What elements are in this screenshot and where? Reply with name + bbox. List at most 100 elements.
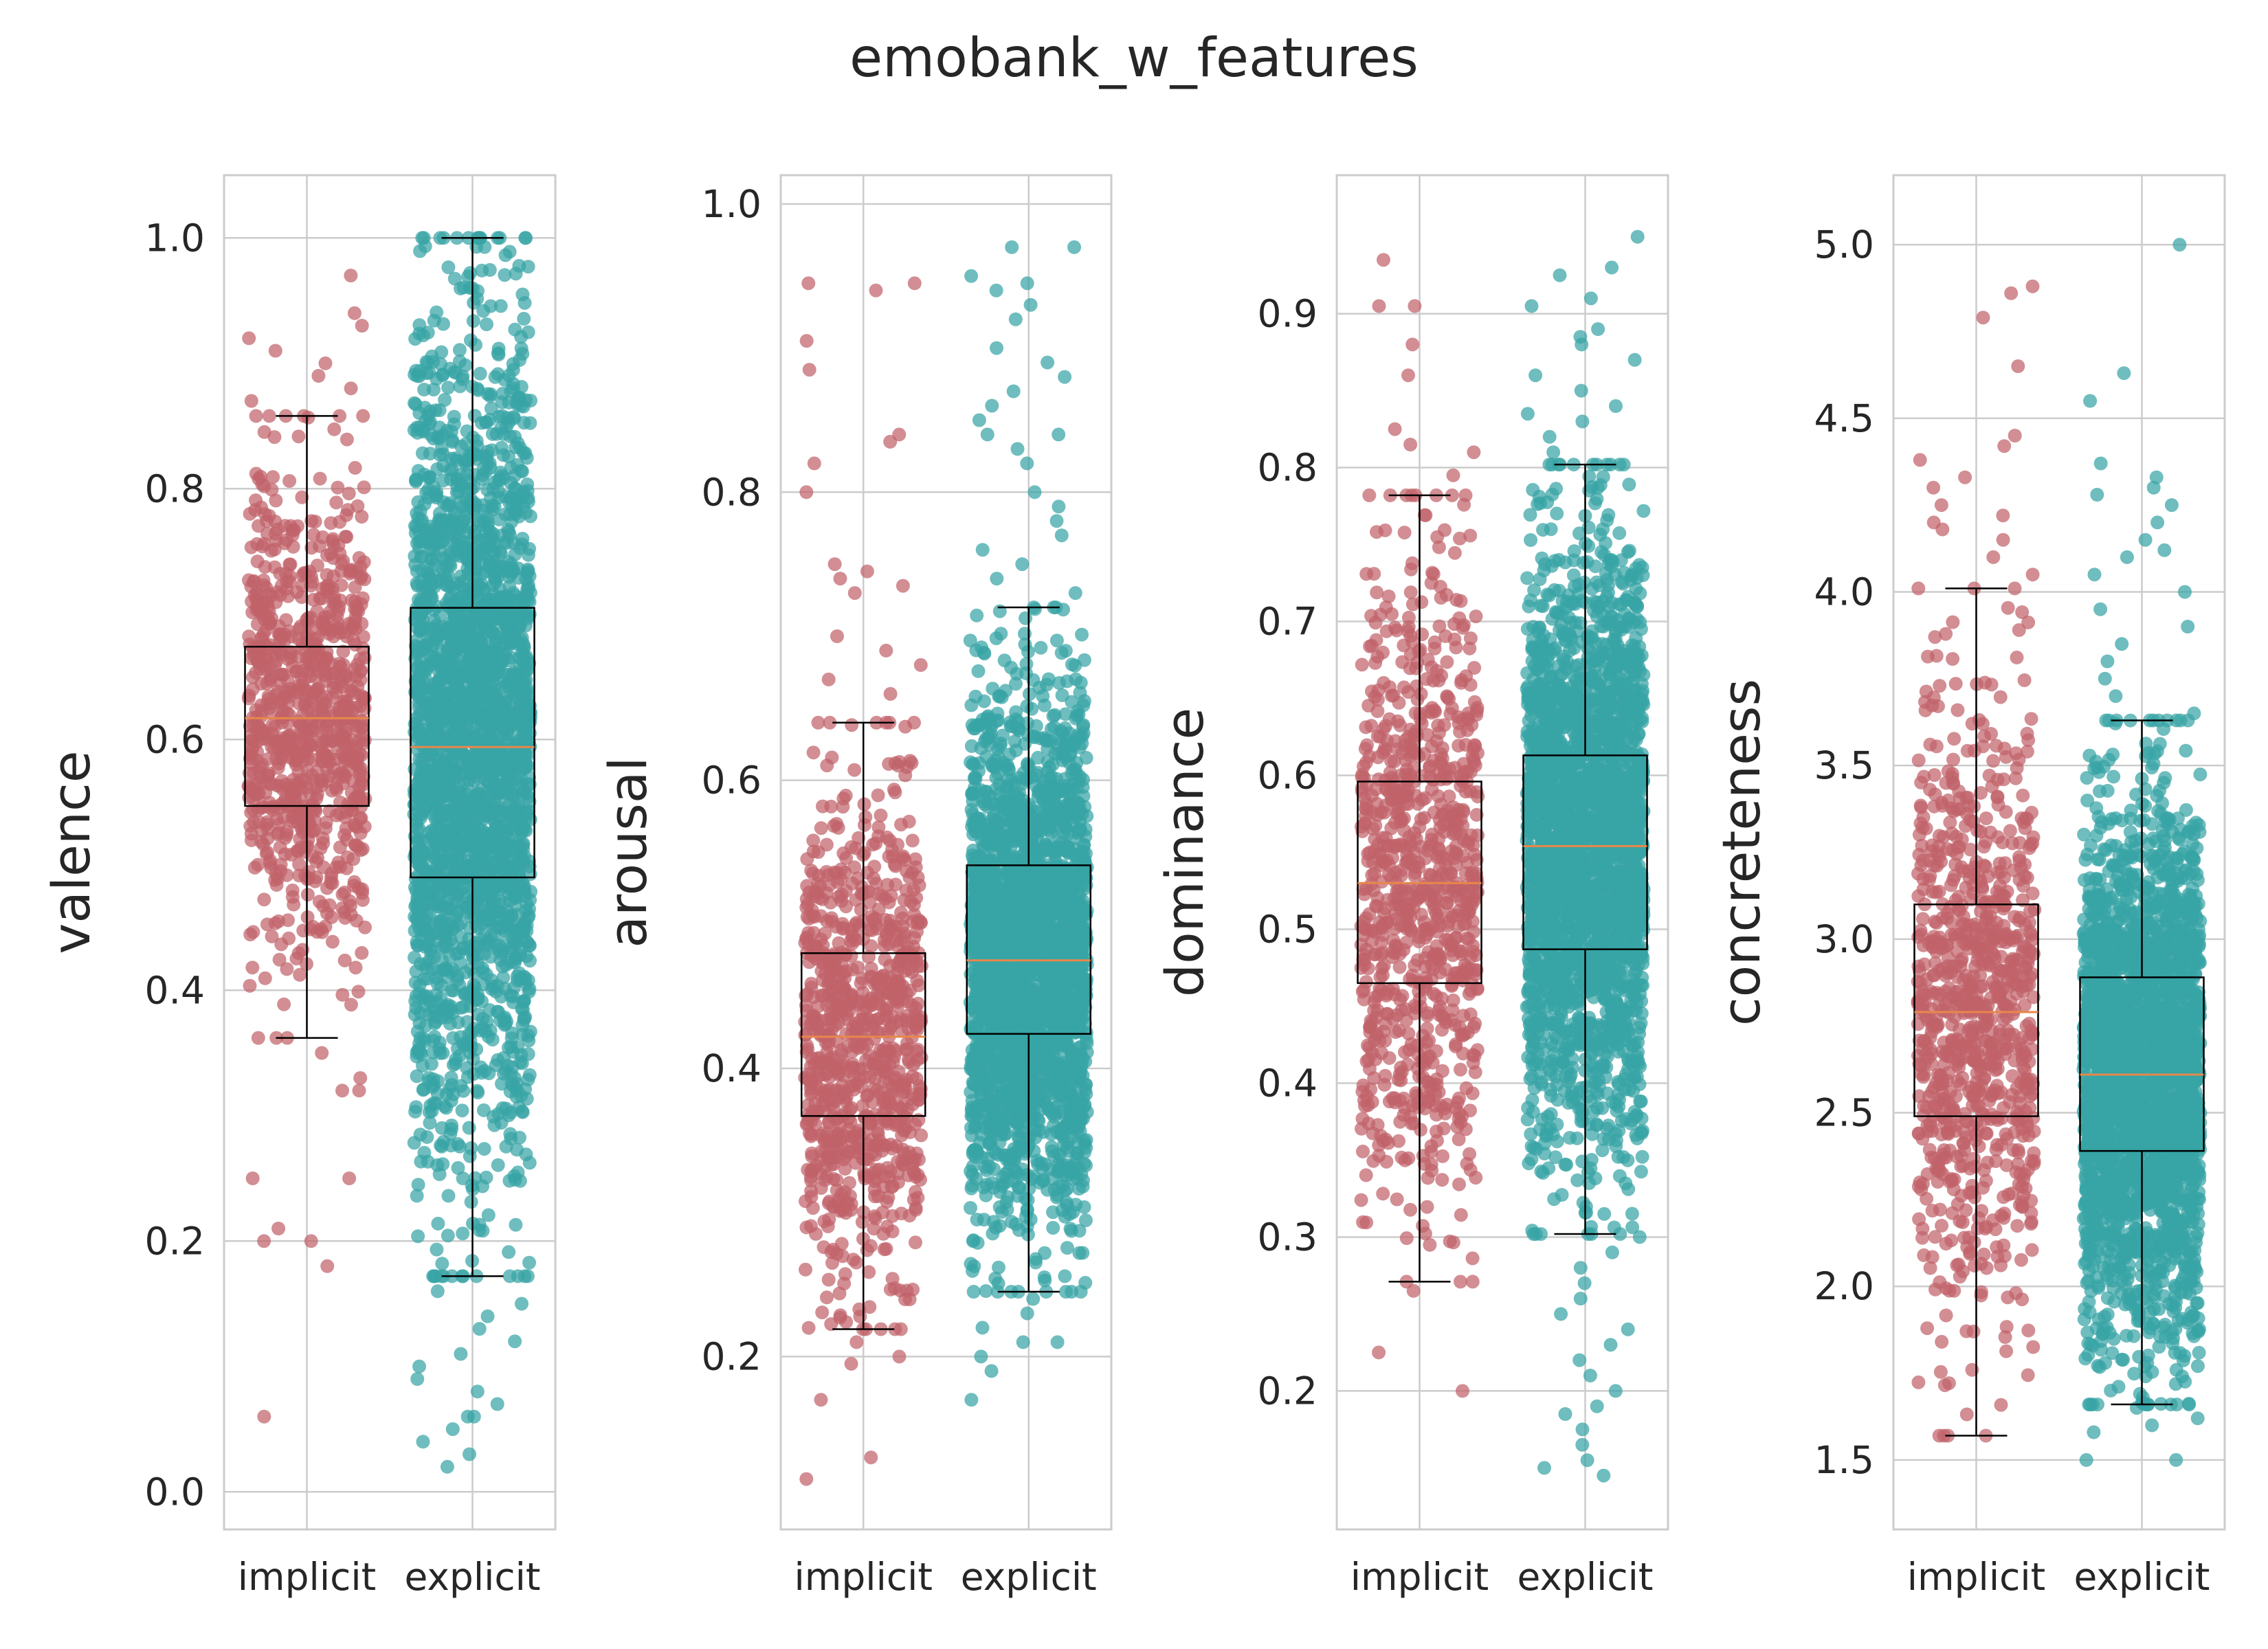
data-point [266,470,280,484]
data-point [274,588,287,603]
data-point [452,355,467,368]
data-point [507,1169,522,1183]
outlier-point [440,1459,454,1474]
data-point [458,863,473,877]
data-point [480,317,493,331]
data-point [263,853,277,868]
data-point [474,1060,488,1075]
data-point [826,1157,841,1171]
data-point [320,620,334,634]
data-point [517,311,531,326]
data-point [867,1222,881,1236]
data-point [242,629,256,644]
data-point [815,1305,830,1320]
data-point [882,833,897,848]
outlier-point [508,1334,522,1349]
data-point [484,401,498,416]
data-point [871,1111,886,1125]
outlier-point [480,1309,495,1323]
data-point [249,467,263,481]
data-point [245,961,260,975]
data-point [431,1216,445,1231]
outlier-point [271,1222,286,1235]
data-point [269,493,283,508]
data-point [425,792,440,807]
data-point [514,380,529,394]
data-point [246,925,260,939]
outlier-point [907,276,922,291]
data-point [509,440,523,455]
data-point [449,639,463,653]
data-point [879,1040,893,1055]
data-point [260,609,274,624]
data-point [516,637,531,651]
data-point [462,1121,476,1135]
data-point [814,821,828,835]
data-point [521,260,535,274]
data-point [251,857,265,872]
outlier-point [412,1359,426,1373]
data-point [502,1269,517,1283]
data-point [902,1053,915,1067]
outlier-point [802,363,816,377]
data-point [324,516,338,530]
data-point [804,864,819,877]
data-point [302,817,316,831]
data-point [510,908,524,922]
data-point [476,1224,490,1238]
data-point [507,469,522,483]
outlier-point [814,1393,828,1407]
data-point [355,886,370,900]
data-point [847,763,862,777]
data-point [337,713,352,727]
data-point [498,638,512,652]
data-point [443,919,457,933]
data-point [498,248,513,262]
data-point [492,743,507,758]
data-point [409,472,423,486]
data-point [291,429,306,444]
outlier-point [847,586,862,601]
data-point [883,958,898,973]
data-point [845,718,859,732]
data-point [485,973,498,987]
data-point [431,430,445,445]
data-point [804,976,819,991]
data-point [445,1119,459,1132]
data-point [882,895,896,910]
outlier-point [833,572,847,586]
data-point [415,231,430,245]
data-point [867,1174,882,1189]
data-point [418,401,432,415]
data-point [300,703,315,717]
data-point [441,1189,456,1203]
outlier-point [344,269,358,282]
data-point [848,917,863,932]
data-point [438,999,453,1013]
data-point [500,536,514,550]
data-point [337,953,352,967]
data-point [434,1138,448,1152]
data-point [271,826,286,840]
data-point [464,829,478,843]
data-point [491,484,506,499]
data-point [521,973,535,987]
data-point [269,866,283,881]
data-point [308,645,322,660]
outlier-point [342,1171,357,1185]
data-point [271,742,285,756]
data-point [801,1321,816,1335]
data-point [836,921,851,935]
data-point [428,711,443,726]
data-point [459,717,474,732]
data-point [422,765,436,780]
data-point [826,1171,841,1186]
data-point [441,756,455,771]
data-point [494,946,509,961]
outlier-point [860,564,874,579]
outlier-point [799,485,814,500]
data-point [869,1071,882,1086]
data-point [471,1007,486,1022]
data-point [474,416,489,430]
